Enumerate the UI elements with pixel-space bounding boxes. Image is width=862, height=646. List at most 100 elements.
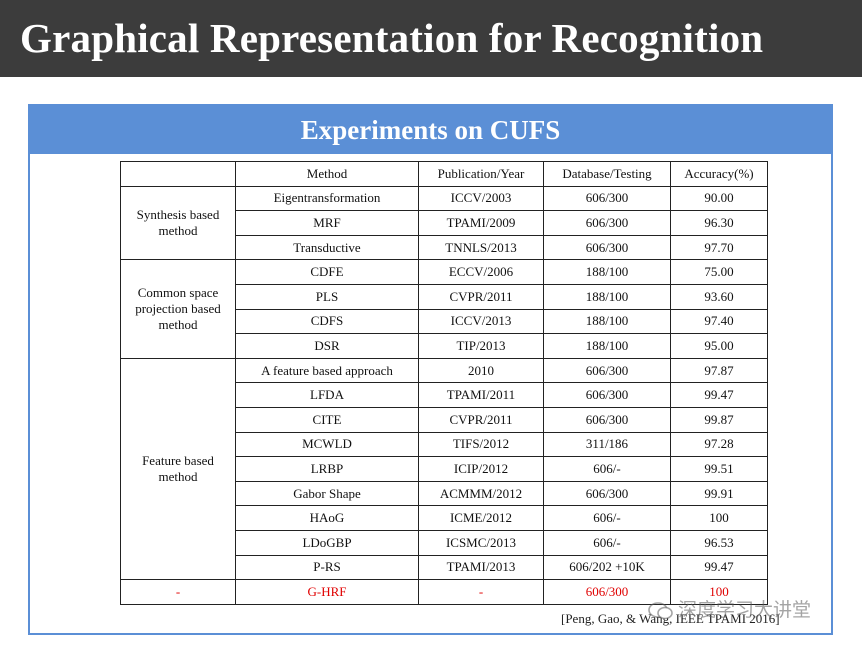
accuracy-cell: 75.00 [670,259,768,285]
database-cell: 311/186 [543,431,671,458]
header-publication: Publication/Year [418,161,544,187]
database-cell: 606/300 [543,185,671,212]
method-cell: A feature based approach [235,357,419,384]
method-cell: LRBP [235,456,419,482]
accuracy-cell: 99.51 [670,456,768,482]
database-cell: 606/202 +10K [543,554,671,581]
wechat-icon [648,601,673,619]
highlight-publication-cell: - [418,579,544,605]
accuracy-cell: 95.00 [670,333,768,359]
publication-cell: 2010 [418,357,544,384]
method-cell: MCWLD [235,431,419,458]
database-cell: 188/100 [543,259,671,285]
accuracy-cell: 97.40 [670,308,768,335]
method-cell: Eigentransformation [235,185,419,212]
title-bar: Graphical Representation for Recognition [0,0,862,77]
watermark: 深度学习大讲堂 [648,595,811,622]
header-group [120,161,236,187]
database-cell: 606/300 [543,480,671,507]
panel-title: Experiments on CUFS [300,115,561,145]
accuracy-cell: 90.00 [670,185,768,212]
highlight-row: - G-HRF -606/300 100 [120,579,768,605]
highlight-group-cell: - [120,579,236,605]
publication-cell: ICME/2012 [418,505,544,531]
method-cell: CITE [235,406,419,433]
database-cell: 188/100 [543,283,671,310]
database-cell: 606/300 [543,357,671,384]
accuracy-cell: 97.28 [670,431,768,458]
publication-cell: TNNLS/2013 [418,234,544,261]
watermark-text: 深度学习大讲堂 [678,599,812,621]
method-cell: PLS [235,283,419,310]
citation: [Peng, Gao, & Wang, IEEE TPAMI 2016] [561,611,780,626]
group-label: Common space projection based method [120,259,236,359]
table-row: DSR TIP/2013 188/100 95.00 [121,333,768,359]
publication-cell: TIFS/2012 [418,431,544,458]
publication-cell: ICIP/2012 [418,456,544,482]
table-body: Synthesis based method Eigentransformatio… [120,185,768,605]
accuracy-cell: 99.47 [670,554,768,581]
publication-cell: TPAMI/2013 [418,554,544,581]
table-row: LDoGBP ICSMC/2013 606/- 96.53 [121,529,768,556]
table-row: Common space projection based method CDFE… [120,259,768,359]
accuracy-cell: 100 [670,505,768,531]
publication-cell: TIP/2013 [418,333,544,359]
slide-title: Graphical Representation for Recognition [20,15,764,61]
method-cell: Gabor Shape [235,480,419,507]
method-cell: CDFS [235,308,419,335]
publication-cell: ICCV/2003 [418,185,544,212]
publication-cell: CVPR/2011 [418,406,544,433]
accuracy-cell: 96.30 [670,210,768,236]
publication-cell: TPAMI/2011 [418,382,544,408]
experiments-panel: Experiments on CUFS Method Publication/Y… [28,104,833,635]
group-label: Synthesis based method [120,185,236,261]
table-row: MCWLD TIFS/2012 311/186 97.28 [121,431,768,458]
database-cell: 188/100 [543,333,671,359]
panel-header: Experiments on CUFS [30,106,831,154]
highlight-method-cell: G-HRF [235,579,419,605]
header-method: Method [235,161,419,187]
header-database: Database/Testing [543,161,671,187]
publication-cell: CVPR/2011 [418,283,544,310]
group-label: Feature based method [120,357,236,581]
database-cell: 606/300 [543,406,671,433]
database-cell: 606/300 [543,382,671,408]
table-row: HAoG ICME/2012 606/- 100 [121,505,768,531]
method-cell: LFDA [235,382,419,408]
method-cell: DSR [235,333,419,359]
accuracy-cell: 99.91 [670,480,768,507]
publication-cell: ICSMC/2013 [418,529,544,556]
header-accuracy: Accuracy(%) [670,161,768,187]
method-cell: CDFE [235,259,419,285]
highlight-accuracy-cell: 100 [670,579,768,605]
table-row: CITE CVPR/2011 606/300 99.87 [121,406,768,433]
publication-cell: TPAMI/2009 [418,210,544,236]
table-row: LFDA TPAMI/2011 606/300 99.47 [121,382,768,408]
accuracy-cell: 99.87 [670,406,768,433]
table-row: MRF TPAMI/2009 606/300 96.30 [121,210,768,236]
database-cell: 606/300 [543,210,671,236]
database-cell: 606/- [543,529,671,556]
method-cell: LDoGBP [235,529,419,556]
accuracy-cell: 99.47 [670,382,768,408]
database-cell: 606/- [543,456,671,482]
database-cell: 606/300 [543,234,671,261]
highlight-database-cell: 606/300 [543,579,671,605]
table-row: Synthesis based method Eigentransformatio… [120,185,768,261]
publication-cell: ACMMM/2012 [418,480,544,507]
table-row: CDFS ICCV/2013 188/100 97.40 [121,308,768,335]
accuracy-cell: 97.87 [670,357,768,384]
accuracy-cell: 96.53 [670,529,768,556]
table-header-row: Method Publication/Year Database/Testing… [120,161,768,187]
method-cell: HAoG [235,505,419,531]
database-cell: 606/- [543,505,671,531]
method-cell: MRF [235,210,419,236]
results-table: Method Publication/Year Database/Testing… [120,161,768,605]
table-row: Transductive TNNLS/2013 606/300 97.70 [121,234,768,261]
database-cell: 188/100 [543,308,671,335]
table-row: PLS CVPR/2011 188/100 93.60 [121,283,768,310]
table-row: Feature based method A feature based appr… [120,357,768,581]
publication-cell: ECCV/2006 [418,259,544,285]
accuracy-cell: 93.60 [670,283,768,310]
publication-cell: ICCV/2013 [418,308,544,335]
